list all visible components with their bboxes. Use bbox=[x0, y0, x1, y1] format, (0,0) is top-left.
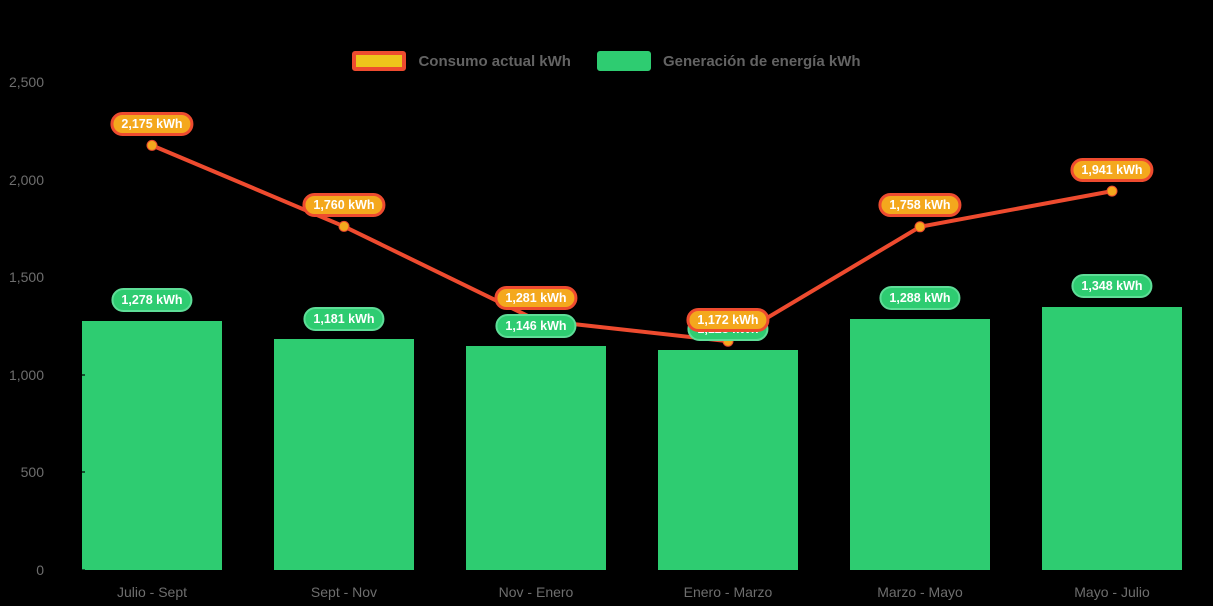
legend-label-generacion: Generación de energía kWh bbox=[662, 52, 861, 70]
line-point-1 bbox=[338, 220, 350, 232]
legend-swatch-consumo-icon bbox=[352, 51, 407, 71]
x-tick-label-0: Julio - Sept bbox=[116, 584, 188, 600]
y-tick-mark-2 bbox=[78, 276, 85, 279]
consumption-value-label-3: 1,172 kWh bbox=[686, 307, 770, 332]
x-tick-label-1: Sept - Nov bbox=[310, 584, 378, 600]
line-point-5 bbox=[1106, 185, 1118, 197]
consumption-value-label-0: 2,175 kWh bbox=[110, 111, 194, 136]
y-tick-mark-3 bbox=[78, 373, 85, 376]
generation-bar-3 bbox=[658, 349, 798, 570]
x-tick-label-5: Mayo - Julio bbox=[1074, 584, 1150, 600]
consumption-value-label-5: 1,941 kWh bbox=[1070, 157, 1154, 182]
consumption-line bbox=[151, 143, 1113, 344]
x-tick-label-4: Marzo - Mayo bbox=[877, 584, 963, 600]
generation-bar-0 bbox=[82, 320, 222, 570]
y-tick-mark-5 bbox=[78, 569, 85, 571]
generation-value-label-4: 1,288 kWh bbox=[879, 286, 961, 311]
y-tick-mark-4 bbox=[78, 471, 85, 474]
y-tick-label-3: 1,000 bbox=[8, 366, 44, 383]
generation-value-label-1: 1,181 kWh bbox=[303, 306, 385, 331]
generation-bar-5 bbox=[1042, 306, 1182, 570]
generation-value-label-2: 1,146 kWh bbox=[495, 313, 577, 338]
consumption-value-label-1: 1,760 kWh bbox=[302, 192, 386, 217]
line-point-4 bbox=[914, 221, 926, 233]
legend-item-generacion[interactable]: Generación de energía kWh bbox=[596, 51, 861, 71]
chart-legend: Consumo actual kWh Generación de energía… bbox=[0, 51, 1213, 71]
y-tick-mark-1 bbox=[78, 178, 85, 181]
legend-item-consumo[interactable]: Consumo actual kWh bbox=[352, 51, 571, 71]
x-tick-label-3: Enero - Marzo bbox=[683, 584, 773, 600]
consumption-value-label-2: 1,281 kWh bbox=[494, 286, 578, 311]
y-tick-label-5: 0 bbox=[36, 562, 44, 578]
y-tick-label-4: 500 bbox=[20, 464, 44, 481]
consumption-value-label-4: 1,758 kWh bbox=[878, 193, 962, 218]
generation-value-label-0: 1,278 kWh bbox=[111, 288, 193, 313]
legend-label-consumo: Consumo actual kWh bbox=[418, 52, 571, 70]
y-tick-mark-0 bbox=[78, 81, 85, 83]
y-tick-label-1: 2,000 bbox=[8, 171, 44, 188]
x-tick-label-2: Nov - Enero bbox=[498, 584, 574, 600]
generation-bar-4 bbox=[850, 318, 990, 570]
legend-swatch-generacion-icon bbox=[596, 51, 651, 71]
generation-value-label-5: 1,348 kWh bbox=[1071, 274, 1153, 299]
generation-bar-1 bbox=[274, 339, 414, 570]
y-tick-label-0: 2,500 bbox=[8, 74, 44, 90]
y-tick-label-2: 1,500 bbox=[8, 269, 44, 286]
line-point-0 bbox=[146, 139, 158, 151]
generation-bar-2 bbox=[466, 346, 606, 570]
